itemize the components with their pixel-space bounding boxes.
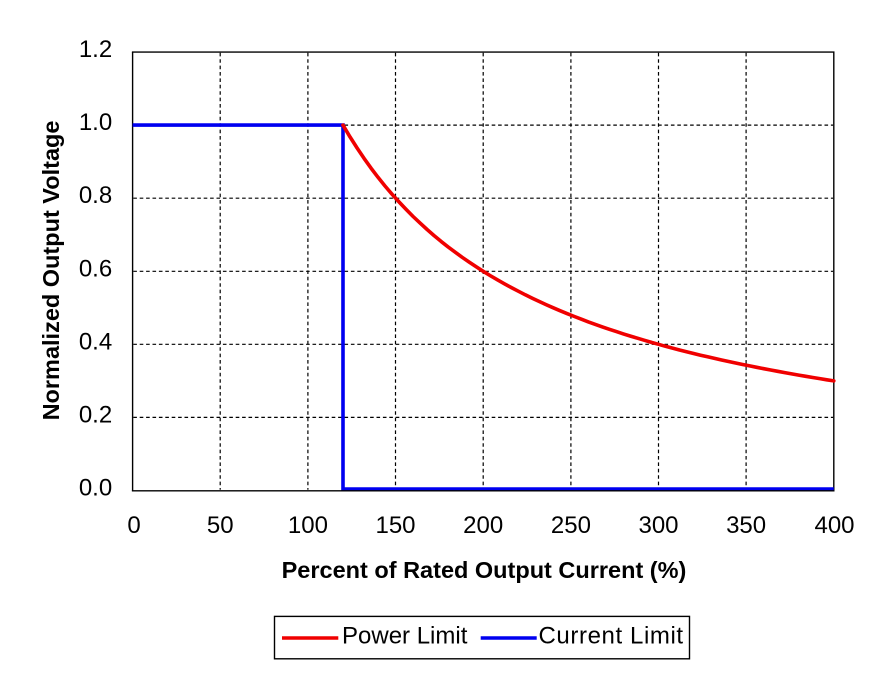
svg-text:0.2: 0.2 [79, 401, 112, 428]
svg-text:200: 200 [463, 512, 503, 539]
svg-text:400: 400 [814, 512, 854, 539]
svg-text:Percent of Rated Output Curren: Percent of Rated Output Current (%) [282, 557, 687, 583]
svg-text:0.8: 0.8 [79, 182, 112, 209]
svg-text:0.0: 0.0 [79, 475, 112, 502]
svg-text:350: 350 [726, 512, 766, 539]
svg-text:100: 100 [288, 512, 328, 539]
svg-text:250: 250 [551, 512, 591, 539]
svg-text:50: 50 [207, 512, 234, 539]
svg-text:1.0: 1.0 [79, 109, 112, 136]
svg-text:0: 0 [127, 512, 140, 539]
svg-text:1.2: 1.2 [79, 36, 112, 63]
svg-text:Power Limit: Power Limit [342, 622, 468, 649]
svg-text:300: 300 [638, 512, 678, 539]
svg-text:0.4: 0.4 [79, 328, 112, 355]
svg-text:0.6: 0.6 [79, 255, 112, 282]
svg-text:Current Limit: Current Limit [539, 622, 684, 649]
svg-text:150: 150 [375, 512, 415, 539]
svg-text:Normalized Output Voltage: Normalized Output Voltage [38, 121, 64, 421]
